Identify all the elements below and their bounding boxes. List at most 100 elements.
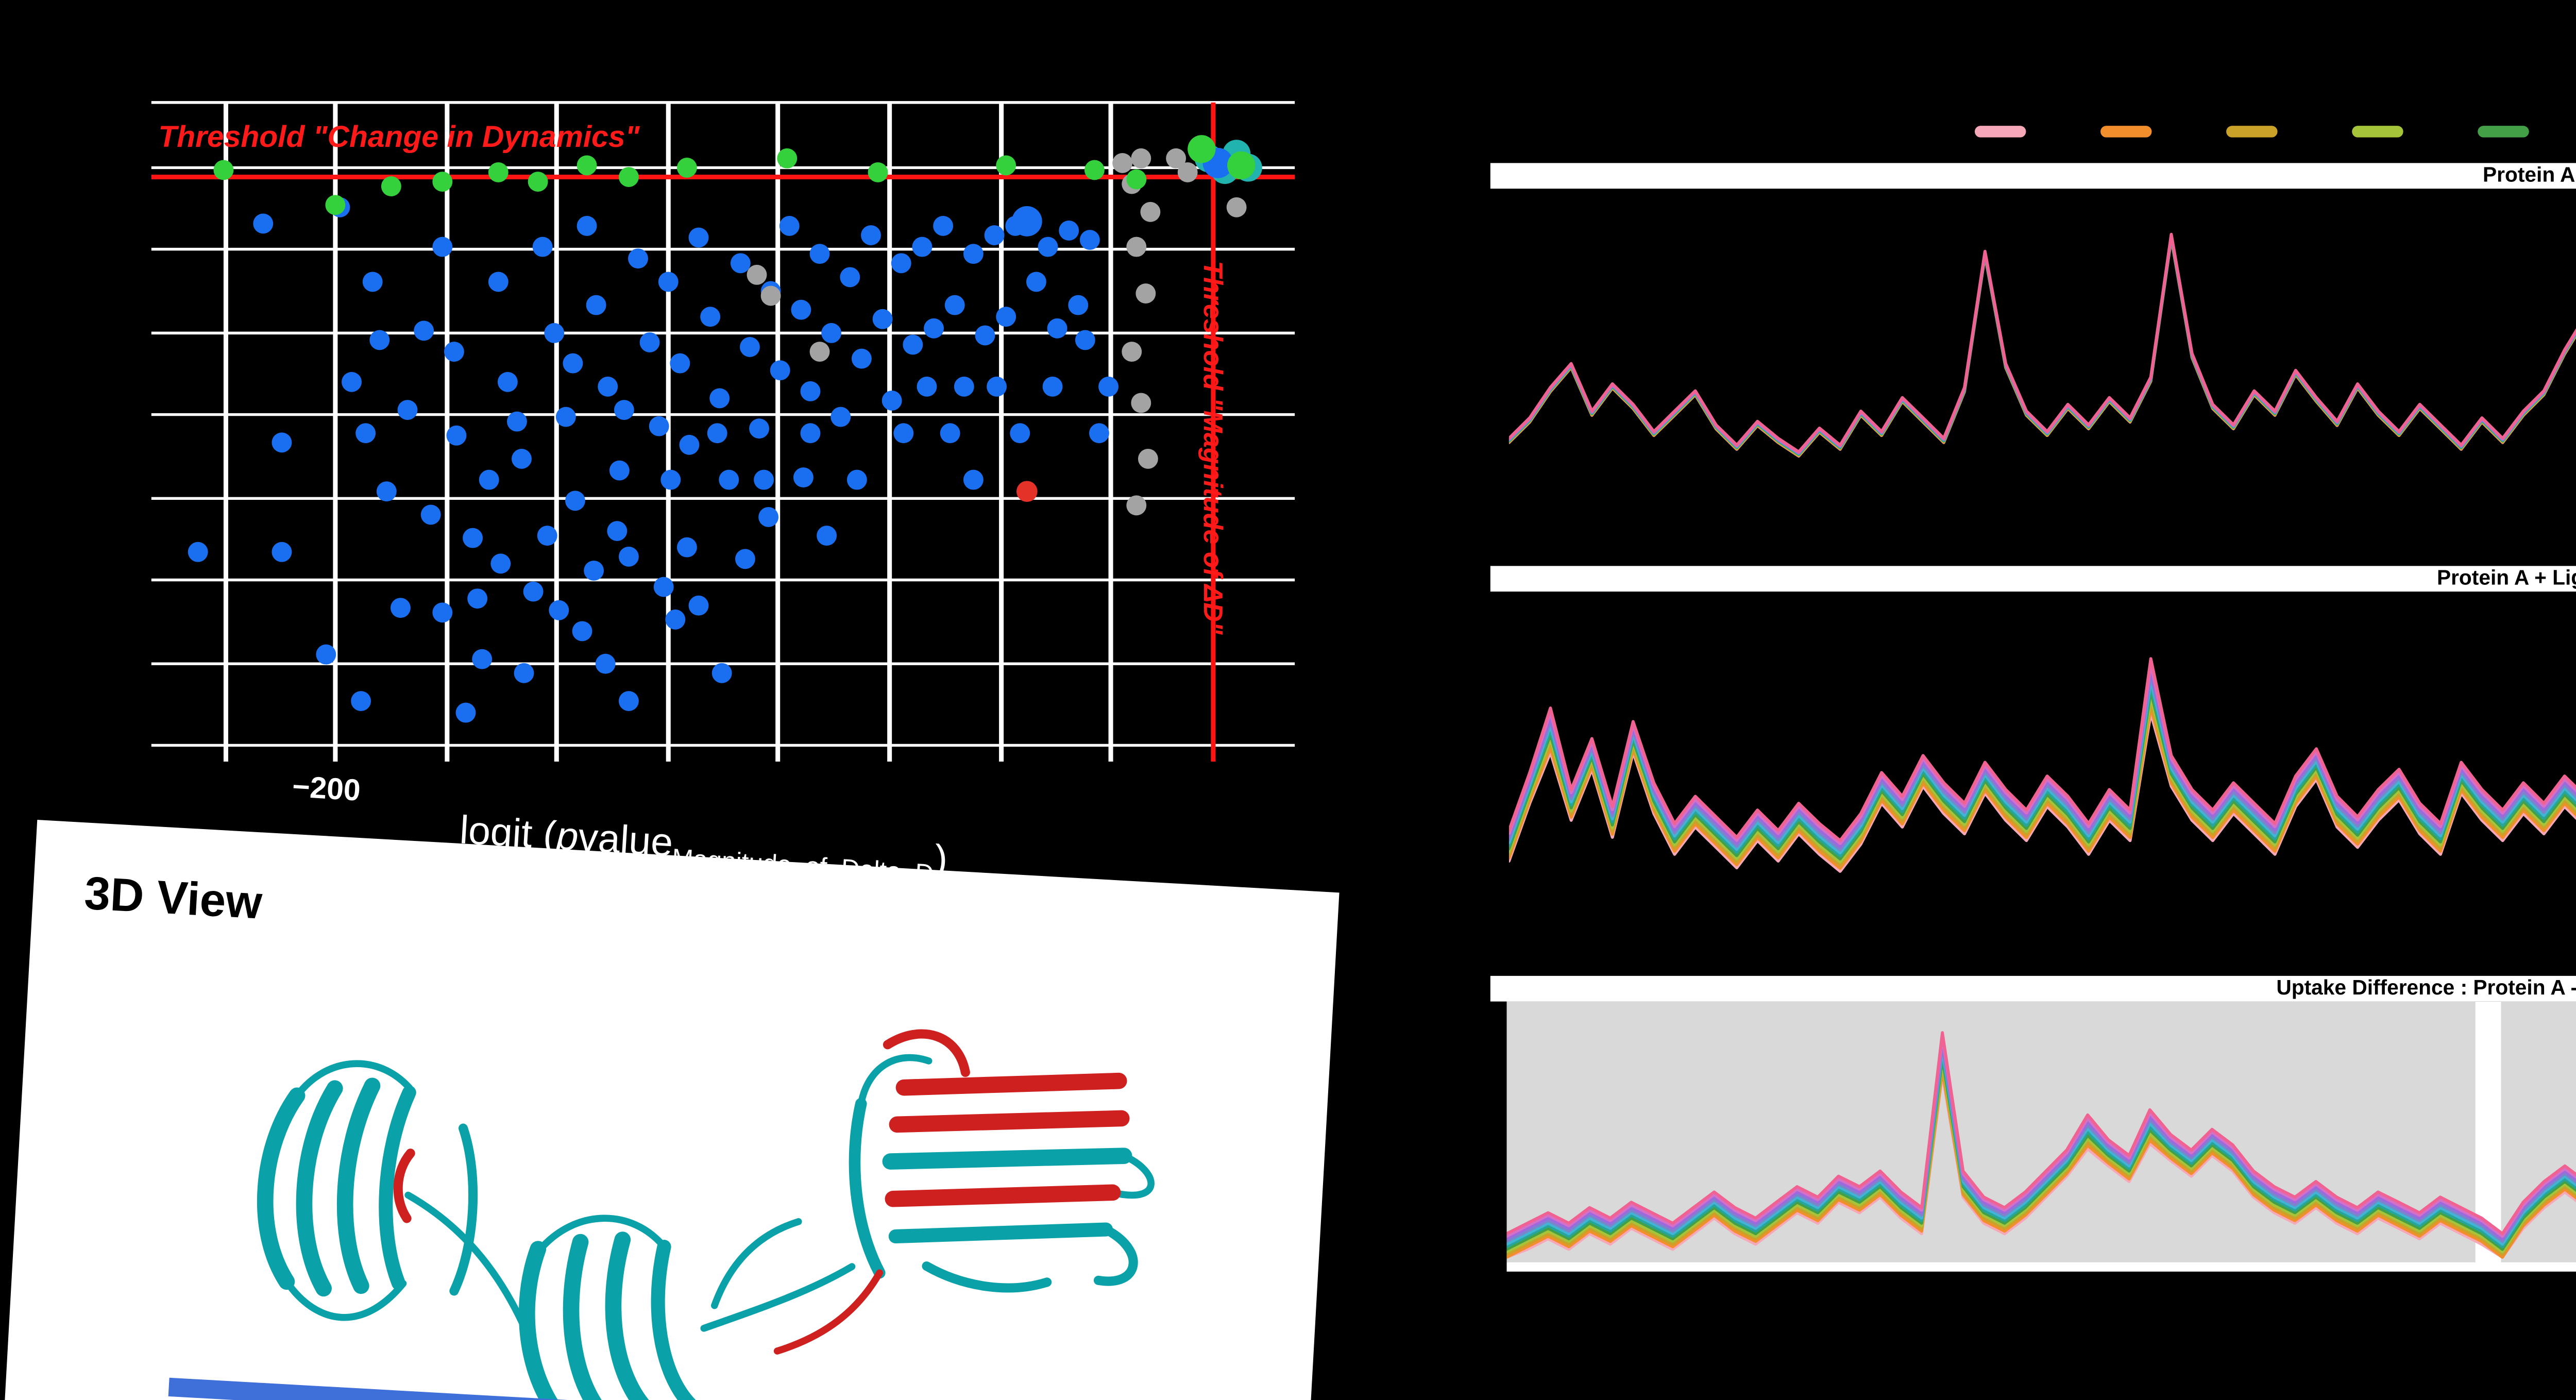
volcano-point-green[interactable] <box>213 160 234 180</box>
uptake-series-10[interactable] <box>1509 611 2576 842</box>
legend-swatch-3[interactable] <box>2352 126 2403 138</box>
volcano-point-blue[interactable] <box>490 553 511 574</box>
volcano-point-blue[interactable] <box>565 491 585 511</box>
volcano-point-blue[interactable] <box>749 418 769 439</box>
volcano-point-gray[interactable] <box>747 264 767 285</box>
uptake-series-0[interactable] <box>1509 659 2576 873</box>
volcano-point-blue[interactable] <box>618 546 639 567</box>
volcano-point-gray[interactable] <box>1138 449 1158 469</box>
volcano-point-blue[interactable] <box>472 649 493 669</box>
volcano-point-blue[interactable] <box>1079 230 1100 250</box>
volcano-point-blue[interactable] <box>1026 272 1046 292</box>
volcano-point-blue[interactable] <box>497 372 518 392</box>
legend-swatch-2[interactable] <box>2226 126 2278 138</box>
volcano-point-blue[interactable] <box>963 469 984 490</box>
uptake-chart-protein-a-ligand[interactable] <box>1509 601 2576 941</box>
volcano-point-blue_big[interactable] <box>1011 206 1042 237</box>
uptake-series-2[interactable] <box>1509 643 2576 867</box>
volcano-point-blue[interactable] <box>817 526 837 546</box>
uptake-series-2[interactable] <box>1509 236 2576 504</box>
volcano-point-green[interactable] <box>325 195 346 215</box>
volcano-point-blue[interactable] <box>940 423 960 444</box>
volcano-point-blue[interactable] <box>903 334 923 355</box>
volcano-point-gray[interactable] <box>1166 148 1187 168</box>
volcano-point-blue[interactable] <box>563 353 583 374</box>
volcano-point-blue[interactable] <box>432 602 453 623</box>
volcano-point-blue[interactable] <box>1098 376 1118 397</box>
volcano-point-blue[interactable] <box>779 216 800 236</box>
volcano-point-green[interactable] <box>432 172 453 192</box>
volcano-point-blue[interactable] <box>537 526 557 546</box>
volcano-point-blue[interactable] <box>719 469 739 490</box>
volcano-point-blue[interactable] <box>188 542 208 562</box>
uptake-series-2[interactable] <box>1506 1065 2576 1257</box>
volcano-point-blue[interactable] <box>369 330 390 350</box>
volcano-point-blue[interactable] <box>455 702 476 723</box>
volcano-point-blue[interactable] <box>586 295 606 315</box>
uptake-series-5[interactable] <box>1509 618 2576 858</box>
volcano-point-blue[interactable] <box>432 237 453 257</box>
uptake-series-6[interactable] <box>1509 611 2576 855</box>
volcano-point-blue[interactable] <box>649 416 669 436</box>
volcano-point-blue[interactable] <box>658 272 679 292</box>
volcano-point-blue[interactable] <box>355 423 376 444</box>
uptake-series-7[interactable] <box>1509 611 2576 852</box>
volcano-point-blue[interactable] <box>507 411 527 432</box>
volcano-point-blue[interactable] <box>872 309 893 329</box>
volcano-point-blue[interactable] <box>882 391 902 411</box>
legend-swatch-0[interactable] <box>1974 126 2026 138</box>
volcano-point-gray[interactable] <box>1177 162 1198 182</box>
volcano-point-blue[interactable] <box>831 407 851 427</box>
volcano-point-blue[interactable] <box>253 213 274 234</box>
volcano-point-blue[interactable] <box>933 216 954 236</box>
volcano-point-blue[interactable] <box>754 469 774 490</box>
volcano-point-gray[interactable] <box>809 342 830 362</box>
volcano-point-blue[interactable] <box>665 609 686 630</box>
volcano-point-blue[interactable] <box>479 469 499 490</box>
legend-swatch-4[interactable] <box>2478 126 2529 138</box>
volcano-point-blue[interactable] <box>893 423 914 444</box>
volcano-point-blue[interactable] <box>272 542 292 562</box>
volcano-point-blue[interactable] <box>342 372 362 392</box>
volcano-point-blue[interactable] <box>963 244 984 264</box>
volcano-point-green[interactable] <box>996 155 1016 176</box>
volcano-point-blue[interactable] <box>800 381 821 401</box>
legend-swatch-1[interactable] <box>2100 126 2152 138</box>
volcano-point-blue[interactable] <box>523 581 544 602</box>
volcano-point-blue[interactable] <box>1075 330 1095 350</box>
volcano-point-blue[interactable] <box>975 325 995 346</box>
3d-view-panel[interactable]: 3D View <box>0 820 1340 1400</box>
volcano-point-green[interactable] <box>777 148 798 168</box>
volcano-point-blue[interactable] <box>572 621 592 642</box>
volcano-point-blue[interactable] <box>996 307 1016 327</box>
uptake-series-4[interactable] <box>1509 235 2576 492</box>
uptake-series-3[interactable] <box>1509 634 2576 864</box>
volcano-point-blue[interactable] <box>676 537 697 558</box>
volcano-point-blue[interactable] <box>446 425 467 446</box>
volcano-point-green[interactable] <box>676 158 697 178</box>
uptake-series-5[interactable] <box>1506 1052 2576 1252</box>
volcano-point-blue[interactable] <box>1047 318 1067 339</box>
volcano-point-blue[interactable] <box>609 460 630 481</box>
volcano-point-gray[interactable] <box>1136 283 1156 303</box>
uptake-series-1[interactable] <box>1509 237 2576 511</box>
volcano-point-blue[interactable] <box>577 216 597 236</box>
volcano-point-blue[interactable] <box>840 267 860 288</box>
volcano-point-blue[interactable] <box>821 323 842 343</box>
volcano-point-blue[interactable] <box>917 376 937 397</box>
volcano-point-blue[interactable] <box>1068 295 1089 315</box>
volcano-point-blue[interactable] <box>391 598 411 618</box>
uptake-series-6[interactable] <box>1506 1048 2576 1250</box>
volcano-point-green[interactable] <box>381 176 401 197</box>
volcano-point-blue[interactable] <box>861 225 881 245</box>
volcano-point-blue[interactable] <box>639 332 660 352</box>
volcano-point-blue[interactable] <box>1042 376 1063 397</box>
volcano-point-blue[interactable] <box>711 663 732 683</box>
uptake-series-1[interactable] <box>1506 1069 2576 1259</box>
uptake-series-8[interactable] <box>1506 1039 2576 1244</box>
volcano-point-blue[interactable] <box>944 295 965 315</box>
volcano-point-gray[interactable] <box>1126 495 1147 516</box>
volcano-point-green_big[interactable] <box>1188 135 1216 163</box>
volcano-point-blue[interactable] <box>414 321 434 341</box>
volcano-point-green[interactable] <box>488 162 509 182</box>
